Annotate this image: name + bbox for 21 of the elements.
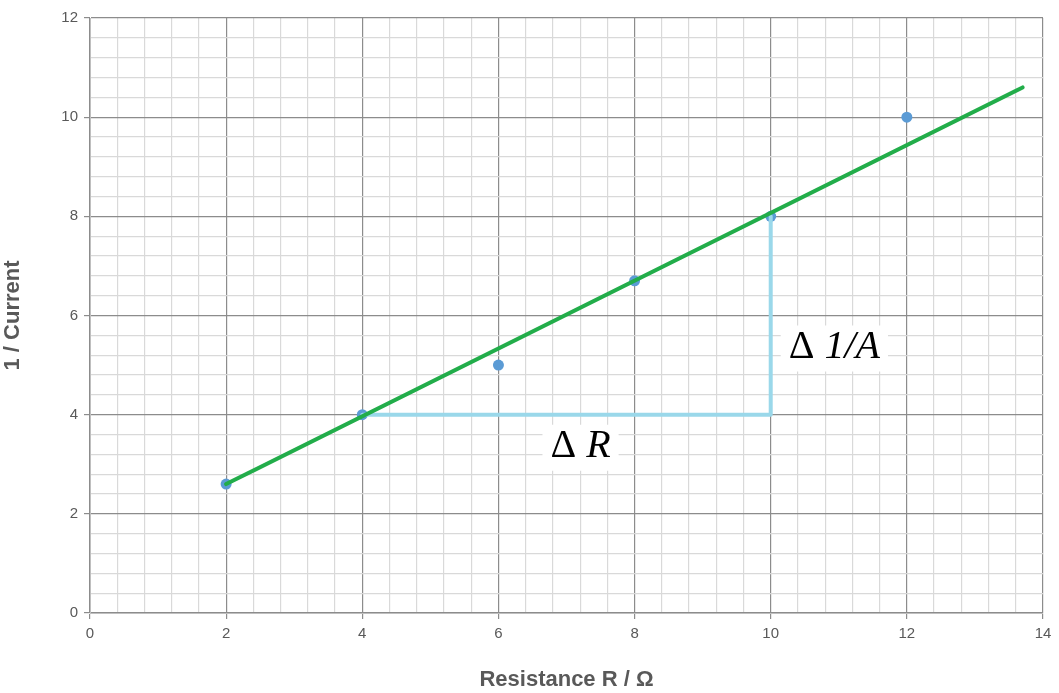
y-tick-label: 8 — [69, 206, 78, 224]
y-tick-label: 0 — [69, 603, 78, 621]
y-tick-label: 6 — [69, 305, 78, 323]
y-axis-title: 1 / Current — [0, 259, 25, 371]
annotation: Δ 1/A — [788, 322, 881, 368]
x-axis-title: Resistance R / Ω — [479, 665, 654, 691]
x-tick-label: 6 — [494, 624, 503, 642]
point — [492, 359, 504, 371]
x-tick-label: 10 — [762, 624, 780, 642]
x-tick-label: 12 — [898, 624, 916, 642]
y-tick-label: 12 — [61, 8, 78, 26]
x-tick-label: 4 — [358, 624, 367, 642]
x-tick-label: 8 — [630, 624, 639, 642]
x-tick-label: 14 — [1034, 624, 1052, 642]
y-tick-label: 2 — [69, 503, 78, 521]
point — [901, 111, 913, 123]
annotation: Δ R — [550, 421, 611, 467]
x-tick-label: 0 — [85, 624, 95, 642]
y-tick-label: 10 — [61, 107, 78, 125]
y-tick-label: 4 — [69, 404, 78, 422]
x-tick-label: 2 — [221, 624, 231, 642]
